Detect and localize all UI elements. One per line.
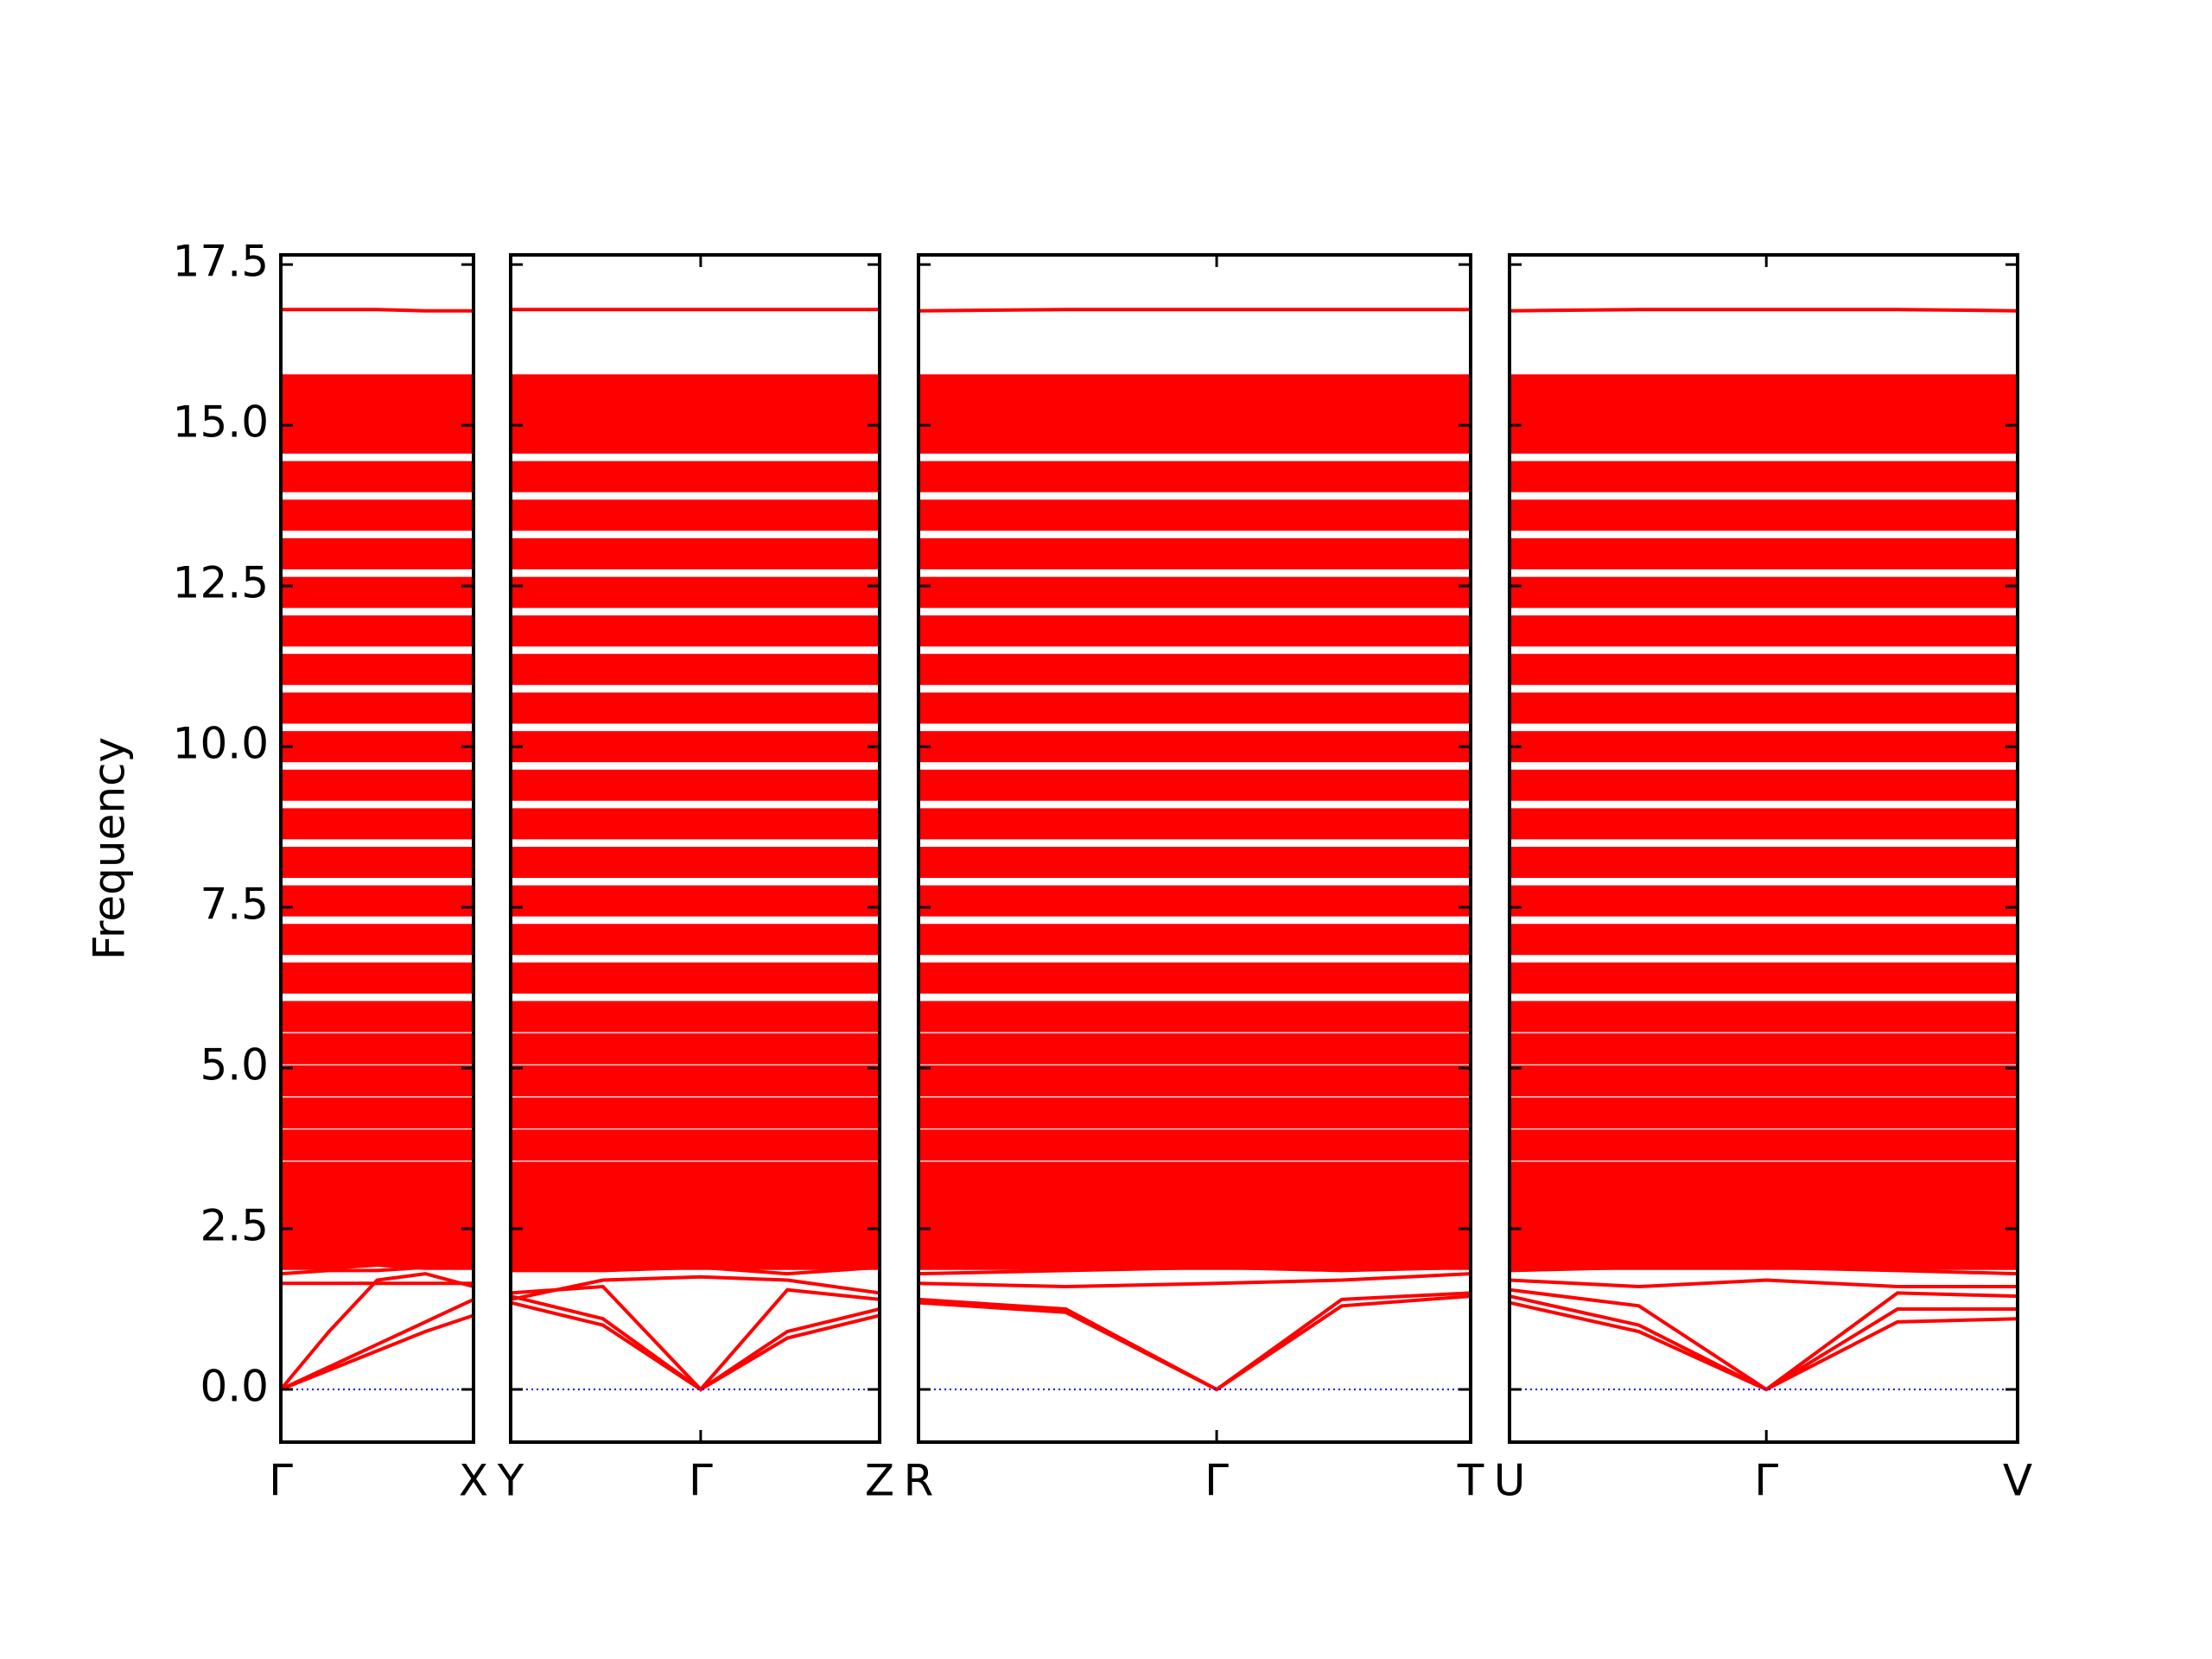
x-tick-label: Γ	[269, 1456, 293, 1506]
x-tick-label: Γ	[1205, 1456, 1229, 1506]
band-line	[1509, 1278, 2018, 1289]
band-line	[918, 308, 1471, 313]
panel-frame	[509, 253, 881, 1444]
y-tick-label: 7.5	[200, 880, 269, 930]
x-tick-label: Γ	[689, 1456, 713, 1506]
band-line	[279, 1272, 474, 1391]
band-line	[510, 1284, 880, 1392]
band-line	[280, 1262, 474, 1276]
y-tick-label: 12.5	[173, 558, 269, 608]
band-line	[918, 1291, 1471, 1392]
x-tick-label: U	[1494, 1456, 1526, 1506]
x-tick-label: Y	[497, 1456, 524, 1506]
band-bundle	[281, 1210, 475, 1244]
y-tick-label: 0.0	[200, 1361, 269, 1411]
panel-frame	[917, 253, 1472, 1444]
y-axis-label: Frequency	[85, 737, 135, 960]
band-line	[281, 308, 474, 313]
band-line	[1509, 1265, 2018, 1276]
band-line	[1509, 1294, 2018, 1392]
y-tick-label: 2.5	[200, 1201, 269, 1251]
band-line	[510, 1300, 880, 1392]
x-tick-label: Γ	[1754, 1456, 1778, 1506]
band-line	[280, 1298, 474, 1391]
band-line	[918, 1265, 1471, 1276]
panel-frame	[1508, 253, 2019, 1444]
y-tick-label: 10.0	[173, 719, 269, 769]
y-tick-label: 15.0	[173, 397, 269, 448]
band-line	[511, 1265, 880, 1276]
x-tick-label: X	[459, 1456, 488, 1506]
x-tick-label: V	[2003, 1456, 2032, 1506]
x-tick-label: Z	[865, 1456, 894, 1506]
y-tick-label: 5.0	[200, 1040, 269, 1090]
band-line	[918, 1294, 1471, 1392]
x-tick-label: T	[1457, 1456, 1484, 1506]
band-line	[1509, 308, 2018, 313]
band-line	[1509, 1287, 2018, 1392]
band-bundle	[281, 1236, 474, 1270]
band-line	[918, 1272, 1471, 1289]
band-line	[510, 1294, 880, 1392]
band-line	[1509, 1300, 2018, 1392]
y-tick-label: 17.5	[173, 237, 269, 287]
x-tick-label: R	[904, 1456, 934, 1506]
panel-frame	[279, 253, 475, 1444]
band-line	[510, 1274, 880, 1301]
band-line	[280, 1313, 474, 1391]
